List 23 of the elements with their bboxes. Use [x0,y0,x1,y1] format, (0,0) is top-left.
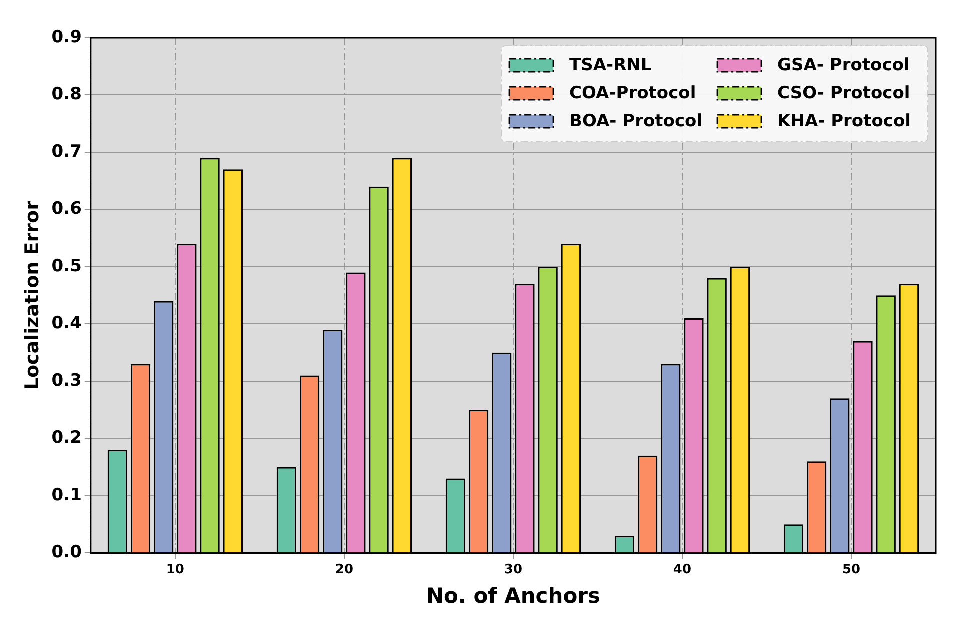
y-tick-label: 0.2 [52,428,82,448]
legend-label: GSA- Protocol [778,55,910,76]
x-axis-title: No. of Anchors [426,584,600,608]
legend-label: TSA-RNL [570,55,652,76]
legend-label: KHA- Protocol [778,111,912,132]
y-tick-label: 0.7 [52,142,82,162]
y-tick-label: 0.1 [52,485,82,506]
x-tick-label: 20 [335,562,354,578]
x-tick-label: 10 [166,562,184,578]
legend-label: COA-Protocol [570,83,696,104]
x-tick-label: 30 [504,562,523,578]
y-tick-label: 0.5 [52,256,82,276]
x-tick-label: 40 [673,562,692,578]
y-tick-label: 0.0 [52,542,82,563]
y-tick-label: 0.3 [52,370,82,391]
legend-label: CSO- Protocol [778,83,910,104]
x-tick-label: 50 [842,562,861,578]
y-tick-label: 0.4 [52,314,82,334]
y-tick-label: 0.8 [52,84,82,105]
y-axis-title: Localization Error [21,200,44,390]
legend-label: BOA- Protocol [570,111,703,132]
y-tick-label: 0.6 [52,199,82,220]
y-tick-label: 0.9 [52,27,82,48]
